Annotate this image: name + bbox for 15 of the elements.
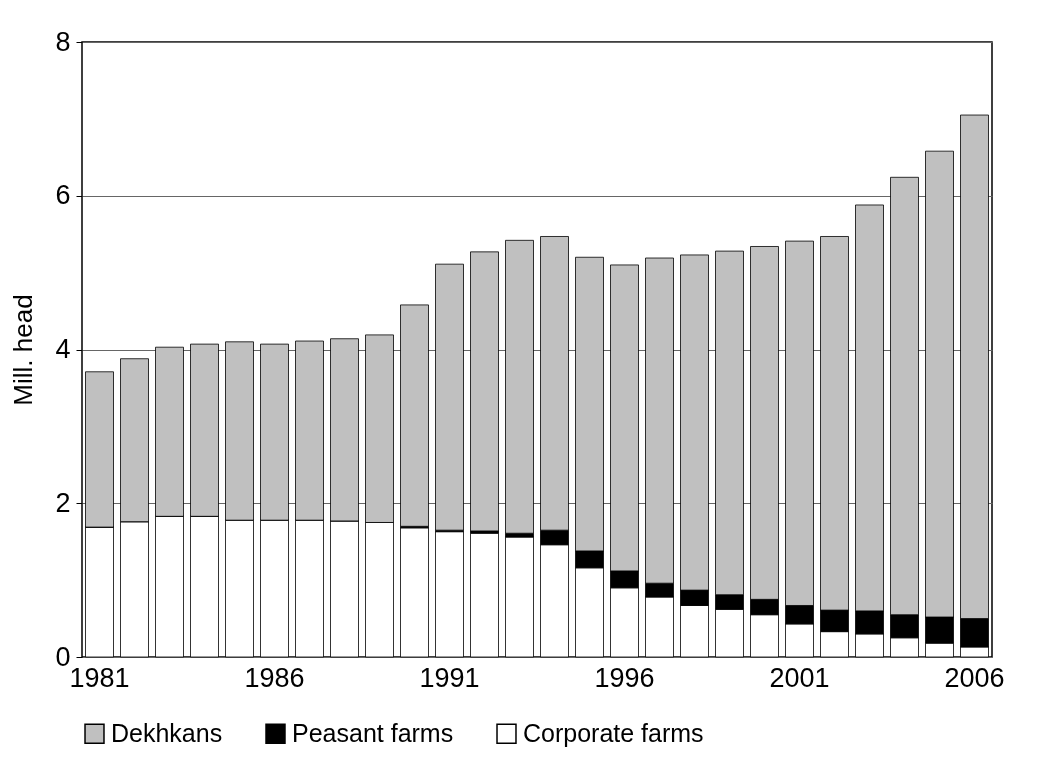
x-tick-label: 1996 (594, 662, 655, 693)
y-tick-label: 2 (55, 487, 71, 518)
x-tick-label: 1981 (69, 662, 130, 693)
legend-label: Dekhkans (111, 718, 223, 747)
y-tick-label: 0 (55, 641, 71, 672)
x-tick-label: 1986 (244, 662, 305, 693)
legend-label: Corporate farms (523, 718, 704, 747)
x-tick-label: 2006 (944, 662, 1005, 693)
y-axis-title: Mill. head (8, 294, 39, 406)
x-tick-label: 2001 (769, 662, 830, 693)
x-tick-label: 1991 (419, 662, 480, 693)
legend-label: Peasant farms (292, 718, 454, 747)
y-tick-label: 8 (55, 26, 71, 57)
y-tick-label: 4 (55, 334, 71, 364)
y-tick-label: 6 (55, 180, 71, 211)
